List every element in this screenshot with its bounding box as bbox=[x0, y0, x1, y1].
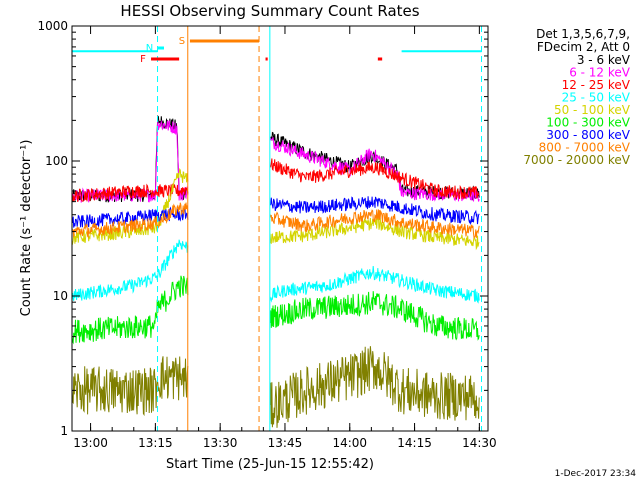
y-tick-label-4: 1000 bbox=[37, 19, 68, 33]
series-line-800-7000-kev bbox=[71, 202, 480, 239]
legend-entry-12-25-kev: 12 - 25 keV bbox=[562, 78, 631, 92]
x-tick-label-6: 14:15 bbox=[397, 436, 432, 450]
x-tick-label-1: 13:00 bbox=[73, 436, 108, 450]
legend: Det 1,3,5,6,7,9, FDecim 2, Att 0 3 - 6 k… bbox=[523, 27, 630, 167]
legend-entry-6-12-kev: 6 - 12 keV bbox=[569, 66, 631, 80]
series-line-25-50-kev bbox=[71, 239, 480, 304]
plot-frame bbox=[71, 25, 489, 432]
legend-entry-50-100-kev: 50 - 100 keV bbox=[554, 103, 631, 117]
x-axis-label: Start Time (25-Jun-15 12:55:42) bbox=[166, 457, 374, 472]
y-tick-label-1: 1 bbox=[60, 424, 68, 438]
chart-title: HESSI Observing Summary Count Rates bbox=[120, 2, 419, 20]
legend-header-line-2: FDecim 2, Att 0 bbox=[537, 40, 630, 54]
series-line-7000-20000-kev bbox=[71, 346, 480, 428]
legend-entry-800-7000-kev: 800 - 7000 keV bbox=[539, 141, 631, 155]
legend-entry-25-50-kev: 25 - 50 keV bbox=[562, 91, 631, 105]
x-tick-label-7: 14:30 bbox=[462, 436, 497, 450]
legend-entry-100-300-kev: 100 - 300 keV bbox=[546, 116, 630, 130]
flag-letter-s: S bbox=[179, 36, 185, 47]
legend-entry-7000-20000-kev: 7000 - 20000 keV bbox=[523, 153, 630, 167]
series-line-100-300-kev bbox=[71, 275, 480, 345]
x-tick-label-2: 13:15 bbox=[138, 436, 173, 450]
footer-date: 1-Dec-2017 23:34 bbox=[555, 469, 637, 479]
y-axis-label: Count Rate (s⁻¹ detector⁻¹) bbox=[19, 140, 34, 317]
legend-entry-3-6-kev: 3 - 6 keV bbox=[577, 53, 631, 67]
plot-area: FN S bbox=[71, 26, 483, 431]
legend-header-line-1: Det 1,3,5,6,7,9, bbox=[536, 27, 630, 41]
series-line-12-25-kev bbox=[71, 158, 480, 202]
x-tick-label-3: 13:30 bbox=[203, 436, 238, 450]
legend-entry-300-800-kev: 300 - 800 keV bbox=[546, 128, 630, 142]
x-tick-label-4: 13:45 bbox=[268, 436, 303, 450]
y-tick-label-2: 10 bbox=[53, 289, 68, 303]
axes: 13:00 13:15 13:30 13:45 14:00 14:15 14:30 1 10 10… bbox=[37, 19, 496, 450]
flag-letter-n: N bbox=[146, 43, 153, 54]
x-tick-label-5: 14:00 bbox=[332, 436, 367, 450]
flag-letter-f: F bbox=[140, 54, 146, 65]
y-tick-label-3: 100 bbox=[45, 154, 68, 168]
